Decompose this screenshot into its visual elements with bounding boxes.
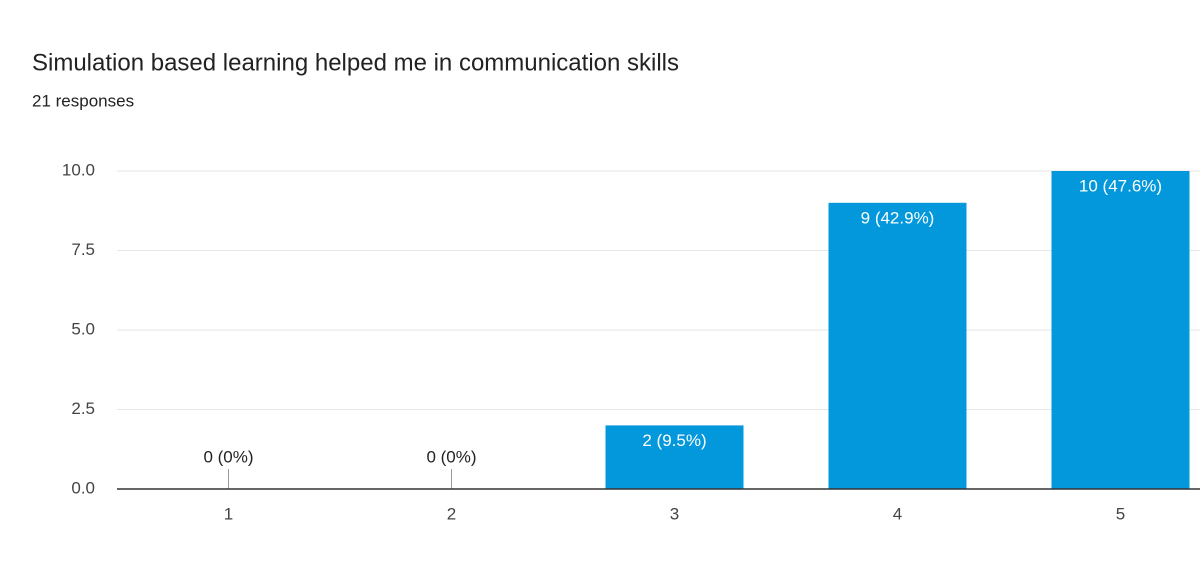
- y-tick-label: 0.0: [71, 478, 95, 497]
- data-label: 9 (42.9%): [861, 208, 935, 227]
- x-tick-label: 2: [447, 504, 456, 523]
- x-tick-label: 5: [1116, 504, 1125, 523]
- x-tick-label: 3: [670, 504, 679, 523]
- data-label: 2 (9.5%): [642, 431, 706, 450]
- data-label: 10 (47.6%): [1079, 176, 1162, 195]
- bar: [605, 425, 744, 489]
- data-label: 0 (0%): [426, 447, 476, 466]
- y-tick-label: 5.0: [71, 319, 95, 338]
- y-tick-label: 2.5: [71, 399, 95, 418]
- y-tick-label: 7.5: [71, 240, 95, 259]
- bar: [1051, 171, 1190, 489]
- x-tick-label: 1: [224, 504, 233, 523]
- chart-title: Simulation based learning helped me in c…: [32, 49, 679, 76]
- chart-subtitle: 21 responses: [32, 91, 134, 110]
- x-tick-label: 4: [893, 504, 902, 523]
- y-tick-label: 10.0: [62, 160, 95, 179]
- data-label: 0 (0%): [203, 447, 253, 466]
- bar: [828, 202, 967, 490]
